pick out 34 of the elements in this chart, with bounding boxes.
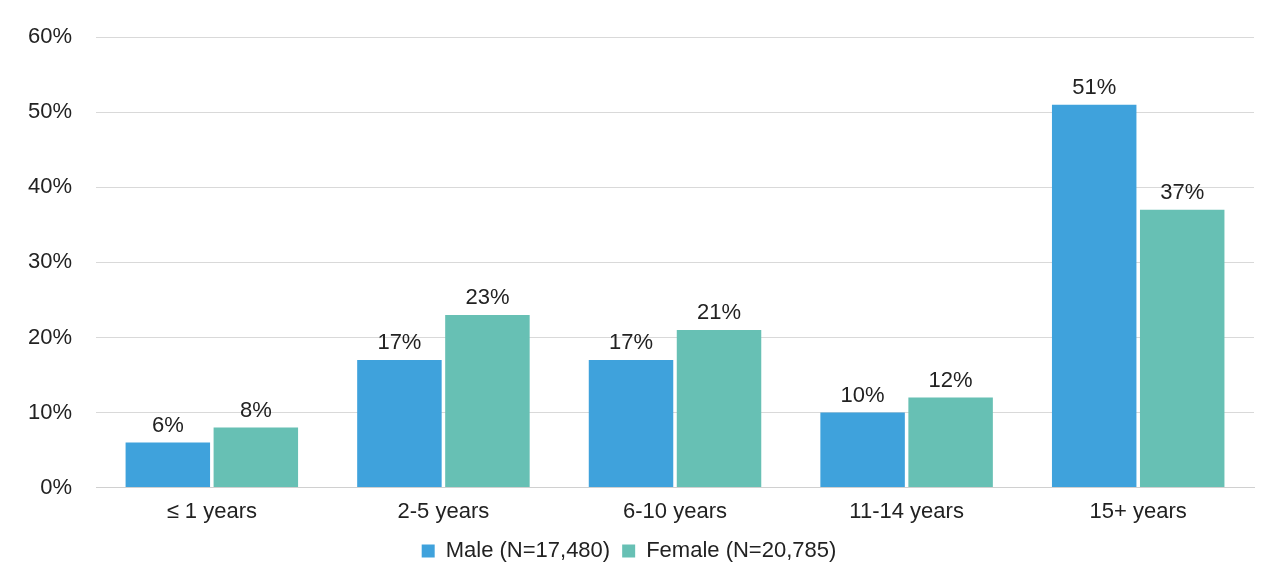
bar (445, 314, 530, 488)
data-label: 10% (840, 381, 885, 407)
data-label: 17% (608, 329, 654, 355)
bar (357, 359, 442, 488)
y-tick-label: 30% (27, 248, 73, 274)
bar (908, 397, 993, 488)
y-tick-label: 50% (27, 98, 73, 124)
bar (213, 427, 299, 488)
data-label: 6% (151, 411, 184, 437)
y-tick-label: 60% (27, 23, 73, 49)
x-tick-label: 6-10 years (623, 497, 727, 523)
legend-label: Male (N=17,480) (445, 537, 611, 563)
data-label: 12% (928, 366, 973, 392)
data-label: 23% (465, 284, 510, 310)
y-tick-label: 10% (27, 398, 73, 424)
x-tick-label: 15+ years (1089, 497, 1187, 523)
bar (1051, 104, 1137, 488)
y-tick-label: 20% (27, 323, 73, 349)
y-tick-label: 0% (40, 473, 73, 499)
data-label: 8% (239, 396, 272, 422)
bar (676, 329, 762, 488)
data-label: 51% (1072, 73, 1117, 99)
x-tick-label: ≤ 1 years (166, 497, 257, 523)
bar (1139, 209, 1225, 488)
data-label: 21% (697, 299, 742, 325)
bar (820, 412, 905, 488)
bar (125, 442, 211, 488)
x-tick-label: 2-5 years (397, 497, 490, 523)
bar (588, 359, 674, 488)
x-tick-label: 11-14 years (849, 497, 964, 523)
legend-label: Female (N=20,785) (646, 537, 837, 563)
y-tick-label: 40% (27, 173, 73, 199)
data-label: 37% (1160, 178, 1205, 204)
data-label: 17% (377, 329, 422, 355)
